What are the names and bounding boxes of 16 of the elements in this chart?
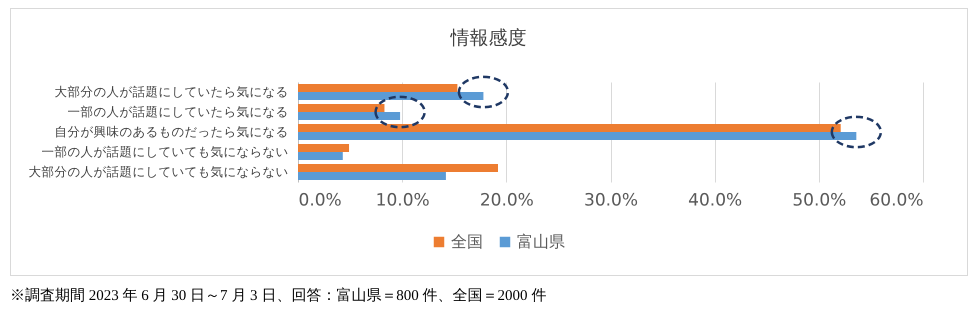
x-tick-label: 20.0% [480,190,534,210]
y-tick-label: 一部の人が話題にしていたら気になる [68,104,288,119]
y-tick-label: 大部分の人が話題にしていても気にならない [28,164,288,179]
chart-title: 情報感度 [450,26,526,49]
legend-label: 全国 [451,232,483,251]
x-tick-label: 30.0% [584,190,638,210]
x-tick-label: 60.0% [869,190,924,210]
x-tick-label: 50.0% [792,190,846,210]
x-tick-label: 40.0% [688,190,742,210]
x-tick-label: 0.0% [298,190,342,210]
y-tick-label: 一部の人が話題にしていても気にならない [42,144,288,159]
y-tick-label: 自分が興味のあるものだったら気になる [54,124,288,139]
text: ※調査期間 2023 年 6 月 30 日～7 月 3 日、回答：富山県＝800 件、全国＝2000 件 [10,286,546,305]
x-tick-label: 10.0% [376,190,430,210]
y-tick-label: 大部分の人が話題にしていたら気になる [54,84,288,99]
legend-label: 富山県 [517,232,565,251]
